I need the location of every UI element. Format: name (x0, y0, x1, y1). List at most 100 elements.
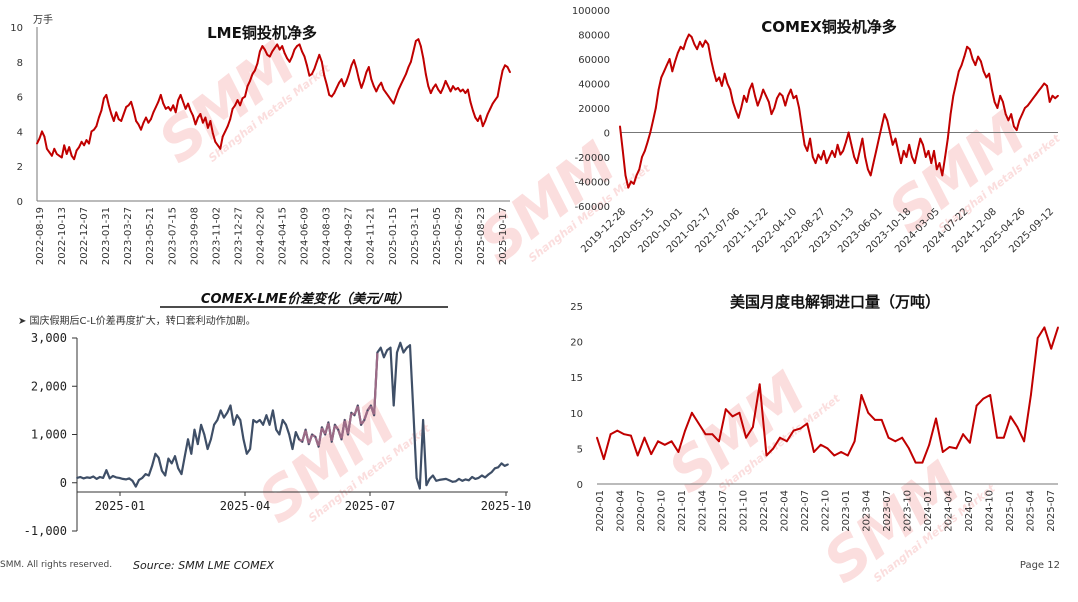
data-point (902, 150, 905, 152)
data-point (127, 104, 130, 107)
data-point (311, 433, 313, 436)
data-point (272, 409, 274, 412)
data-point (894, 137, 897, 140)
data-point (817, 153, 820, 156)
data-point (799, 427, 802, 430)
data-point (261, 45, 264, 47)
data-point (966, 45, 968, 48)
data-point (429, 92, 432, 94)
data-point (51, 154, 53, 157)
data-point (422, 57, 425, 60)
data-point (734, 109, 737, 112)
data-point (731, 415, 734, 418)
data-point (785, 440, 788, 443)
data-point (424, 73, 427, 75)
data-point (402, 351, 405, 354)
data-point (602, 458, 605, 460)
data-point (386, 349, 389, 351)
data-point (53, 147, 56, 150)
data-point (445, 478, 447, 480)
y-tick-label: 25 (570, 302, 583, 313)
data-point (743, 94, 745, 97)
data-point (409, 344, 411, 347)
copyright-text: SMM. All rights reserved. (0, 560, 113, 570)
data-point (183, 455, 186, 458)
data-point (652, 119, 654, 122)
data-point (991, 88, 993, 91)
data-point (301, 440, 304, 443)
x-tick-label: 2022-12-07 (79, 207, 90, 265)
data-point (76, 477, 78, 479)
data-point (278, 48, 281, 51)
x-tick-label: 2023-07-15 (167, 207, 178, 265)
data-point (1050, 347, 1053, 350)
data-point (187, 102, 190, 105)
data-point (219, 147, 222, 150)
data-point (68, 146, 71, 149)
data-point (908, 447, 910, 450)
data-point (484, 476, 486, 479)
data-point (179, 94, 182, 96)
data-point (1043, 82, 1046, 85)
x-tick-label: 2024-04-15 (278, 207, 289, 265)
data-point (641, 156, 643, 158)
data-point (836, 143, 839, 146)
data-point (1026, 104, 1029, 107)
data-point (962, 433, 964, 436)
data-point (383, 356, 385, 359)
data-point (343, 85, 345, 88)
data-point (155, 106, 157, 108)
data-point (355, 67, 358, 70)
data-point (216, 419, 219, 421)
data-point (503, 465, 506, 467)
data-point (1007, 119, 1010, 122)
data-point (822, 150, 825, 152)
x-tick-label: 2022-04 (780, 490, 791, 532)
data-point (410, 60, 412, 63)
data-point (93, 128, 95, 131)
x-tick-label: 2024-04 (944, 490, 955, 532)
data-point (1051, 94, 1054, 97)
data-point (1002, 101, 1004, 103)
data-point (649, 131, 652, 134)
data-point (1048, 101, 1051, 103)
data-point (141, 477, 144, 479)
data-point (99, 476, 101, 478)
x-tick-label: 2021-10 (739, 490, 750, 532)
data-point (1057, 326, 1059, 329)
y-tick-label: 0 (604, 129, 610, 140)
data-point (353, 59, 355, 61)
data-point (167, 457, 170, 460)
data-point (315, 60, 318, 63)
data-point (58, 154, 61, 157)
data-point (395, 95, 397, 98)
data-point (767, 101, 770, 103)
data-point (732, 101, 734, 103)
data-point (242, 438, 245, 441)
data-point (125, 478, 127, 481)
data-point (140, 128, 142, 131)
data-point (467, 88, 469, 91)
x-tick-label: 2022-07 (800, 490, 811, 532)
x-tick-label: 2020-01 (595, 490, 606, 532)
x-tick-label: 2024-01 (923, 490, 934, 532)
data-point (259, 50, 261, 53)
data-point (963, 55, 966, 58)
y-tick-label: 100000 (572, 6, 610, 17)
comex-chart-panel: COMEX铜投机净多 -60000 -40000 -20000 0 20000 40000 6… (540, 0, 1078, 290)
data-point (73, 158, 75, 161)
data-point (46, 147, 48, 150)
data-point (211, 132, 214, 135)
data-point (358, 78, 360, 81)
data-point (921, 461, 924, 464)
data-point (941, 451, 944, 453)
data-point (850, 143, 853, 146)
data-point (145, 116, 147, 119)
data-point (869, 174, 872, 177)
data-point (150, 118, 152, 121)
data-point (1016, 426, 1019, 428)
data-point (79, 476, 82, 478)
data-point (273, 47, 276, 49)
data-point (343, 419, 346, 421)
data-point (147, 121, 150, 124)
